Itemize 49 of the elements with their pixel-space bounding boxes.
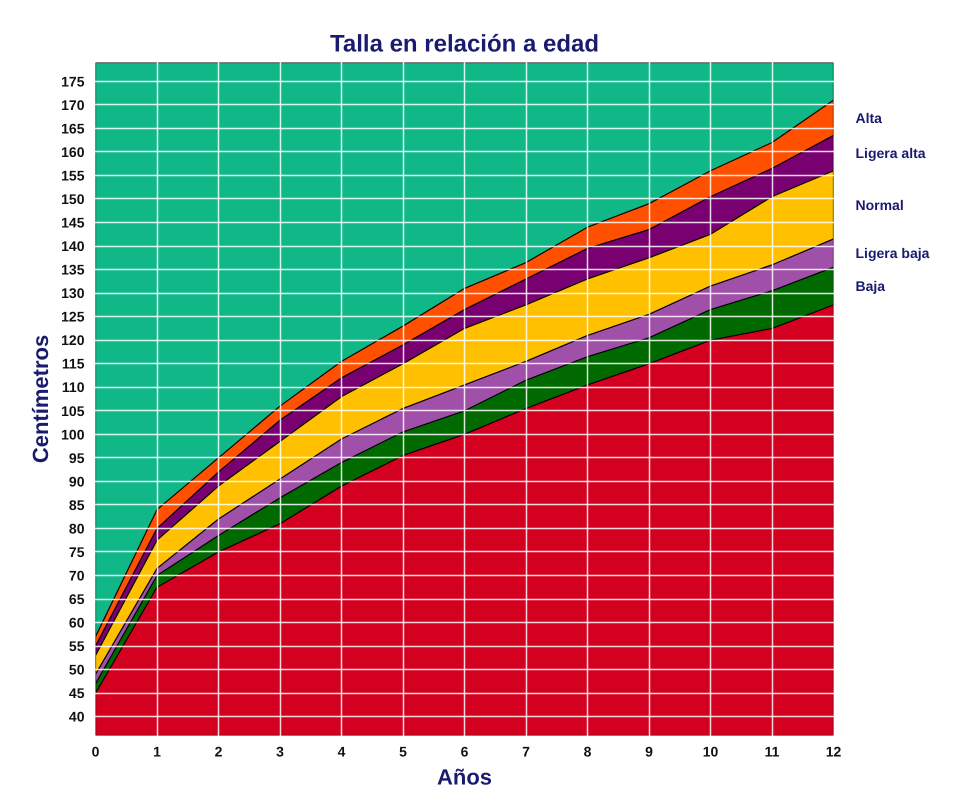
y-tick-label: 95: [68, 450, 85, 466]
x-tick-label: 4: [338, 744, 346, 760]
x-tick-label: 8: [584, 744, 592, 760]
y-tick-label: 65: [68, 591, 85, 608]
y-tick-label: 175: [61, 73, 85, 90]
chart-title: Talla en relación a edad: [330, 30, 600, 58]
x-tick-label: 12: [826, 744, 842, 760]
series-label: Baja: [856, 278, 886, 294]
x-tick-label: 6: [460, 744, 469, 760]
x-tick-label: 0: [92, 744, 100, 760]
x-tick-label: 9: [645, 744, 654, 760]
y-tick-label: 105: [61, 402, 85, 419]
y-tick-label: 135: [61, 262, 85, 278]
y-tick-label: 110: [62, 379, 85, 396]
y-tick-label: 145: [61, 214, 85, 231]
y-tick-label: 50: [68, 662, 85, 678]
y-tick-label: 60: [68, 614, 85, 631]
x-tick-label: 1: [153, 744, 162, 760]
x-axis-title: Años: [437, 764, 492, 790]
y-axis-title: Centímetros: [28, 334, 54, 464]
y-tick-label: 85: [68, 496, 85, 513]
x-tick-label: 3: [276, 744, 284, 760]
x-tick-label: 10: [702, 744, 718, 760]
x-tick-label: 7: [522, 744, 530, 760]
series-label: Ligera alta: [856, 145, 926, 162]
x-tick-label: 11: [764, 744, 780, 760]
series-label: Normal: [856, 196, 904, 213]
y-tick-label: 130: [61, 285, 85, 302]
series-label: Alta: [856, 110, 882, 126]
y-tick-label: 55: [68, 638, 85, 654]
y-tick-label: 40: [68, 708, 85, 725]
y-tick-label: 90: [68, 473, 85, 490]
series-label: Ligera baja: [856, 245, 930, 262]
y-tick-label: 120: [61, 332, 85, 348]
y-tick-label: 80: [68, 520, 85, 536]
y-tick-label: 115: [62, 356, 85, 372]
y-tick-label: 45: [68, 685, 85, 702]
y-tick-label: 125: [61, 308, 85, 325]
x-tick-label: 5: [399, 744, 408, 760]
y-tick-label: 75: [68, 544, 85, 560]
x-tick-label: 2: [214, 744, 223, 760]
y-tick-label: 160: [61, 144, 85, 160]
y-tick-label: 70: [68, 567, 85, 584]
y-tick-label: 155: [61, 167, 85, 184]
y-tick-label: 165: [61, 120, 85, 136]
y-tick-label: 100: [61, 426, 85, 442]
y-tick-label: 150: [61, 190, 85, 207]
y-tick-label: 140: [61, 238, 85, 254]
y-tick-label: 170: [61, 96, 85, 113]
